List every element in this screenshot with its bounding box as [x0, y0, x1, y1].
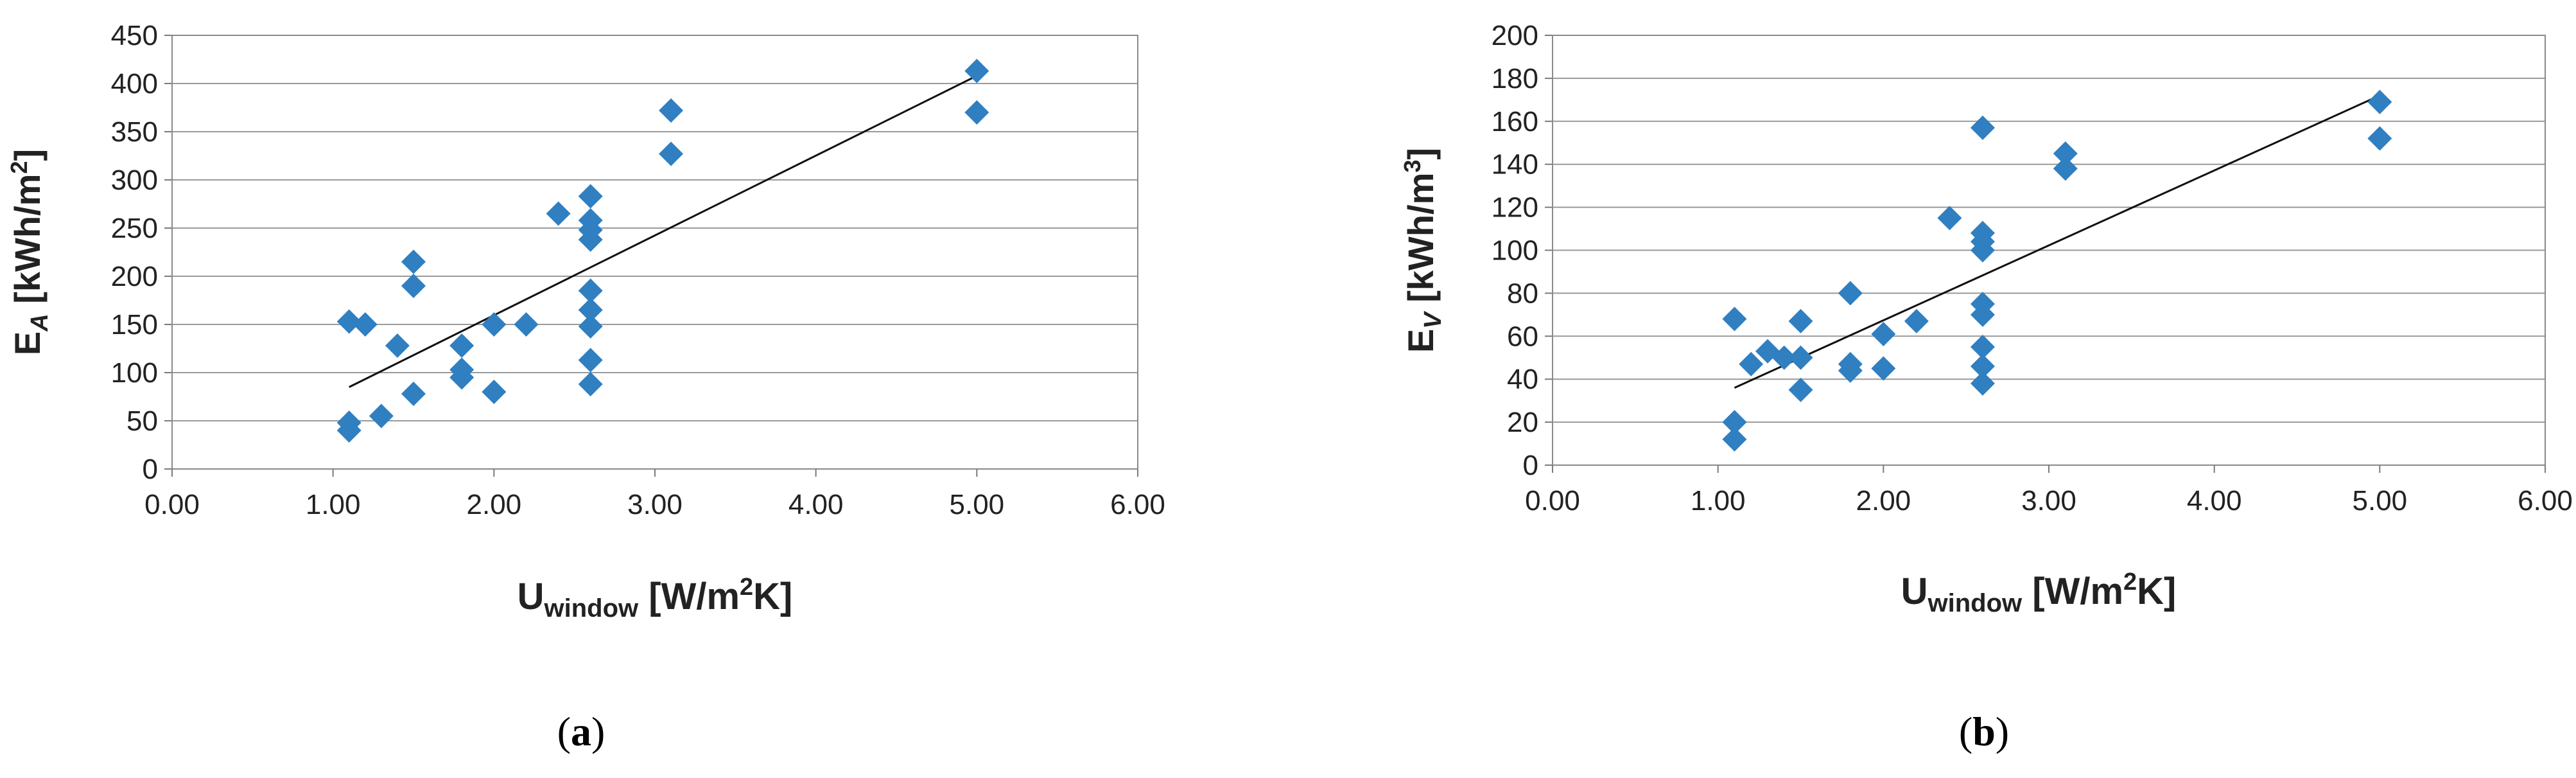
x-tick-label: 0.00 [144, 489, 200, 520]
chart-b: 0 20 40 60 80 100 120 140 160 180 200 0.00 1.00 2.00 3… [1399, 20, 2573, 754]
trendline [349, 75, 977, 388]
data-point [1904, 308, 1929, 333]
trendline [1734, 94, 2380, 389]
data-point [514, 312, 539, 337]
data-point [385, 333, 410, 358]
x-tick-label: 5.00 [2353, 485, 2408, 517]
x-axis-title: Uwindow [W/m2K] [518, 574, 793, 623]
data-point [336, 418, 361, 443]
data-point [1838, 358, 1863, 383]
y-tick-label: 160 [1492, 106, 1538, 137]
data-point [1722, 427, 1747, 452]
data-point [401, 249, 426, 274]
data-point [1838, 281, 1863, 306]
data-point [1722, 410, 1747, 435]
y-tick-label: 0 [1523, 450, 1538, 481]
data-point [1788, 345, 1813, 370]
y-tick-label: 350 [111, 116, 158, 148]
data-point [578, 278, 603, 303]
data-point [1937, 206, 1962, 231]
x-axis-title: Uwindow [W/m2K] [1901, 569, 2177, 617]
y-tick-label: 20 [1507, 407, 1538, 438]
y-axis-title: EA [kWh/m2] [6, 149, 53, 355]
y-tick-label: 200 [111, 261, 158, 292]
y-tick-label: 140 [1492, 149, 1538, 181]
x-tick-label: 0.00 [1525, 485, 1580, 517]
data-point [1788, 377, 1813, 402]
x-tick-label: 1.00 [1691, 485, 1746, 517]
data-point [578, 184, 603, 209]
x-tick-label: 4.00 [2187, 485, 2242, 517]
data-point [1771, 345, 1797, 370]
y-tick-label: 200 [1492, 20, 1538, 51]
data-point [336, 309, 361, 334]
data-point [369, 403, 394, 429]
data-point [449, 333, 474, 358]
y-tick-label: 300 [111, 164, 158, 196]
y-tick-label: 100 [1492, 235, 1538, 267]
data-point [482, 312, 507, 337]
y-tick-label: 0 [143, 454, 158, 485]
x-tick-label: 4.00 [788, 489, 844, 520]
data-point [352, 312, 378, 337]
x-tick-label: 5.00 [950, 489, 1005, 520]
y-tick-label: 60 [1507, 321, 1538, 352]
data-point [1788, 308, 1813, 333]
y-tick-label: 400 [111, 68, 158, 100]
data-point [2053, 141, 2078, 166]
x-tick-label: 1.00 [306, 489, 361, 520]
y-tick-label: 80 [1507, 278, 1538, 309]
panel-label: (a) [557, 709, 605, 754]
data-point [2367, 89, 2392, 114]
panel-label: (b) [1959, 709, 2009, 754]
data-point [1970, 354, 1995, 379]
y-tick-label: 250 [111, 213, 158, 244]
data-point [659, 141, 684, 166]
x-tick-label: 2.00 [467, 489, 522, 520]
y-tick-label: 450 [111, 20, 158, 51]
x-tick-label: 2.00 [1856, 485, 1911, 517]
data-point [1739, 351, 1764, 376]
x-tick-label: 3.00 [627, 489, 683, 520]
plot-area [171, 35, 1138, 470]
data-point [482, 380, 507, 404]
data-point [659, 98, 684, 123]
data-point [1970, 238, 1995, 263]
y-tick-label: 100 [111, 357, 158, 389]
data-point [449, 365, 474, 390]
data-point [1970, 335, 1995, 360]
y-tick-label: 180 [1492, 63, 1538, 94]
data-point [401, 382, 426, 406]
data-point [964, 58, 989, 84]
data-point [1722, 306, 1747, 332]
y-axis-title: EV [kWh/m3] [1399, 148, 1447, 353]
y-tick-label: 150 [111, 309, 158, 340]
data-point [1871, 321, 1896, 346]
y-tick-label: 40 [1507, 364, 1538, 395]
data-point [1871, 356, 1896, 381]
data-point [578, 227, 603, 252]
data-point [964, 100, 989, 125]
x-tick-label: 6.00 [2518, 485, 2573, 517]
chart-a: 0 50 100 150 200 250 300 350 400 450 0.00 1.00 2.00 3… [6, 20, 1165, 754]
x-tick-label: 3.00 [2021, 485, 2076, 517]
data-point [1970, 302, 1995, 327]
data-point [1970, 115, 1995, 140]
data-point [578, 297, 603, 323]
y-tick-label: 50 [126, 405, 158, 437]
data-point [546, 201, 571, 226]
data-point [1970, 371, 1995, 396]
x-tick-label: 6.00 [1110, 489, 1165, 520]
data-point [2053, 156, 2078, 181]
y-tick-label: 120 [1492, 192, 1538, 224]
data-point [578, 348, 603, 373]
data-point [578, 314, 603, 339]
data-point [2367, 126, 2392, 151]
data-point [401, 274, 426, 298]
data-point [578, 372, 603, 396]
